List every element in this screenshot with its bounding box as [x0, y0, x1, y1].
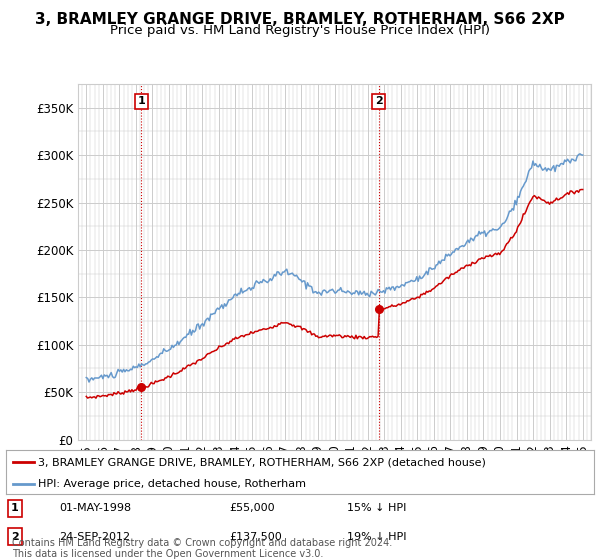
Text: 3, BRAMLEY GRANGE DRIVE, BRAMLEY, ROTHERHAM, S66 2XP (detached house): 3, BRAMLEY GRANGE DRIVE, BRAMLEY, ROTHER… [38, 458, 486, 468]
Text: Price paid vs. HM Land Registry's House Price Index (HPI): Price paid vs. HM Land Registry's House … [110, 24, 490, 37]
Text: 3, BRAMLEY GRANGE DRIVE, BRAMLEY, ROTHERHAM, S66 2XP: 3, BRAMLEY GRANGE DRIVE, BRAMLEY, ROTHER… [35, 12, 565, 27]
Text: 2: 2 [11, 531, 19, 542]
Text: 2: 2 [375, 96, 383, 106]
Text: 15% ↓ HPI: 15% ↓ HPI [347, 503, 406, 514]
Text: 19% ↓ HPI: 19% ↓ HPI [347, 531, 407, 542]
Text: £55,000: £55,000 [229, 503, 275, 514]
Text: Contains HM Land Registry data © Crown copyright and database right 2024.
This d: Contains HM Land Registry data © Crown c… [12, 538, 392, 559]
Text: HPI: Average price, detached house, Rotherham: HPI: Average price, detached house, Roth… [38, 479, 307, 489]
Text: £137,500: £137,500 [229, 531, 282, 542]
Text: 24-SEP-2012: 24-SEP-2012 [59, 531, 130, 542]
Text: 1: 1 [137, 96, 145, 106]
Text: 01-MAY-1998: 01-MAY-1998 [59, 503, 131, 514]
Text: 1: 1 [11, 503, 19, 514]
